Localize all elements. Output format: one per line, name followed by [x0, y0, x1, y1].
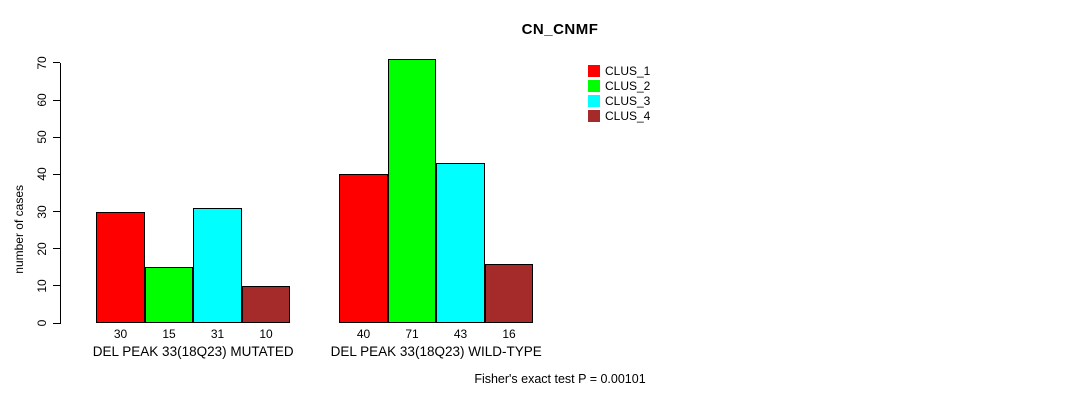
legend-swatch — [588, 79, 600, 92]
legend: CLUS_1 CLUS_2 CLUS_3 CLUS_4 — [588, 63, 650, 124]
y-tick-label: 70 — [35, 56, 49, 70]
legend-swatch — [588, 110, 600, 123]
bar-value-label: 30 — [113, 327, 128, 341]
legend-label: CLUS_3 — [605, 93, 651, 108]
legend-label: CLUS_4 — [605, 109, 651, 124]
y-tick-mark — [53, 136, 60, 138]
bar-value-label: 43 — [453, 327, 468, 341]
y-tick-mark — [53, 285, 60, 287]
y-tick-label: 60 — [35, 93, 49, 107]
legend-swatch — [588, 64, 600, 77]
legend-item-clus_3: CLUS_3 — [588, 93, 650, 108]
bar-clus_2 — [388, 59, 436, 323]
legend-item-clus_1: CLUS_1 — [588, 63, 650, 78]
legend-label: CLUS_2 — [605, 78, 651, 93]
legend-item-clus_2: CLUS_2 — [588, 78, 650, 93]
bar-value-label: 10 — [259, 327, 273, 341]
chart-title: CN_CNMF — [521, 21, 599, 38]
bar-value-label: 15 — [162, 327, 176, 341]
y-tick-label: 40 — [35, 167, 49, 182]
y-tick-mark — [53, 211, 60, 213]
bar-clus_4 — [485, 264, 533, 323]
bar-clus_4 — [242, 286, 290, 323]
y-axis-title-text: number of cases — [12, 185, 26, 274]
legend-swatch — [588, 94, 600, 107]
bar-value-label: 71 — [405, 327, 419, 341]
bar-value-label: 16 — [502, 327, 516, 341]
bar-clus_2 — [145, 267, 193, 323]
y-tick-label: 30 — [35, 204, 49, 219]
group-label: DEL PEAK 33(18Q23) MUTATED — [92, 344, 294, 359]
bar-value-label: 40 — [356, 327, 371, 341]
bar-clus_1 — [339, 174, 388, 323]
y-tick-mark — [53, 62, 60, 64]
y-axis-line — [60, 63, 61, 324]
y-tick-label: 0 — [35, 319, 49, 327]
y-tick-label: 20 — [35, 242, 49, 256]
y-tick-mark — [53, 173, 60, 175]
y-tick-mark — [53, 99, 60, 101]
bar-value-label: 31 — [210, 327, 225, 341]
bar-clus_3 — [193, 208, 242, 323]
bar-clus_3 — [436, 163, 485, 323]
y-tick-label: 50 — [35, 130, 49, 144]
group-label: DEL PEAK 33(18Q23) WILD-TYPE — [330, 344, 542, 359]
y-tick-mark — [53, 248, 60, 250]
y-tick-label: 10 — [35, 279, 49, 293]
footnote-fisher-test: Fisher's exact test P = 0.00101 — [474, 372, 646, 386]
legend-item-clus_4: CLUS_4 — [588, 109, 650, 124]
legend-label: CLUS_1 — [605, 63, 651, 78]
y-tick-mark — [53, 322, 60, 324]
bar-clus_1 — [96, 212, 145, 323]
